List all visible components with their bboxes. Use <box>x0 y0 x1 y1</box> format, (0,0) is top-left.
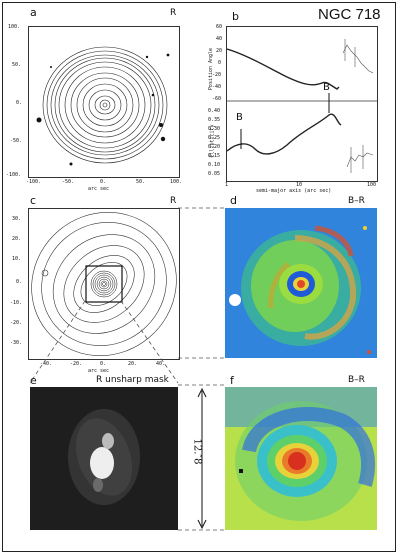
panel-c-xtick-2: 0. <box>100 361 107 367</box>
panel-a-ytick-3: -50. <box>10 138 23 144</box>
panel-a-band: R <box>170 8 177 18</box>
panel-e-letter: e <box>30 374 37 387</box>
panel-c-xtick-0: -40. <box>40 361 53 367</box>
panel-a-xtick-3: 50. <box>136 179 146 185</box>
panel-b-bot-ytick-2: 0.30 <box>208 126 221 132</box>
panel-c-ytick-5: -20. <box>10 320 23 326</box>
panel-b-top-ytick-4: -20 <box>212 72 222 78</box>
panel-e-band: R unsharp mask <box>96 375 169 385</box>
panel-c-ytick-4: -10. <box>10 300 23 306</box>
panel-b-xtick-2: 100 <box>367 182 377 188</box>
panel-f-band: B–R <box>348 375 365 385</box>
panel-a-ytick-0: 100. <box>8 24 21 30</box>
panel-b-top-ytick-3: 0 <box>218 60 222 66</box>
panel-a-xlabel: arc sec <box>88 186 110 192</box>
panel-a-ytick-2: 0. <box>16 100 23 106</box>
panel-c-ytick-2: 10. <box>12 256 22 262</box>
panel-b-bot-ytick-3: 0.25 <box>208 135 221 141</box>
panel-b-bot-ytick-6: 0.10 <box>208 162 221 168</box>
panel-b-bar-mark-2: B <box>323 82 330 93</box>
panel-d-letter: d <box>230 194 237 207</box>
panel-a-xtick-0: -100. <box>26 179 42 185</box>
panel-b-bot-ytick-5: 0.15 <box>208 153 221 159</box>
panel-d-color-map <box>225 208 377 358</box>
panel-a-ytick-1: 50. <box>12 62 22 68</box>
panel-b-top-ytick-6: -60 <box>212 96 222 102</box>
panel-b-xtick-1: 10 <box>296 182 303 188</box>
panel-c-ytick-3: 0. <box>16 279 23 285</box>
panel-c-ytick-0: 30. <box>12 216 22 222</box>
scale-bar <box>196 387 208 530</box>
panel-c-band: R <box>170 196 177 206</box>
panel-b-top-ytick-5: -40 <box>212 84 222 90</box>
panel-b-bot-ytick-4: 0.20 <box>208 144 221 150</box>
panel-c-letter: c <box>30 194 37 207</box>
panel-b-bot-ytick-7: 0.05 <box>208 171 221 177</box>
panel-b-plot <box>226 26 378 182</box>
panel-b-letter: b <box>232 10 239 23</box>
panel-c-xtick-4: 40. <box>156 361 166 367</box>
panel-b-bar-mark-1: B <box>236 112 243 123</box>
figure-frame <box>2 2 396 552</box>
panel-c-xlabel: arc sec <box>88 368 110 374</box>
panel-c-xtick-3: 20. <box>128 361 138 367</box>
panel-a-xtick-2: 0. <box>100 179 107 185</box>
panel-c-xtick-1: -20. <box>70 361 83 367</box>
panel-d-band: B–R <box>348 196 365 206</box>
panel-c-ytick-1: 20. <box>12 236 22 242</box>
panel-b-xlabel: semi-major axis (arc sec) <box>256 188 332 194</box>
panel-b-top-ytick-2: 20 <box>216 48 223 54</box>
panel-b-bot-ytick-0: 0.40 <box>208 108 221 114</box>
panel-e-unsharp-mask-image <box>30 387 178 530</box>
panel-a-ytick-4: -100. <box>6 172 22 178</box>
panel-b-top-ytick-0: 60 <box>216 24 223 30</box>
panel-b-top-ytick-1: 40 <box>216 36 223 42</box>
scale-bar-label: 12.″8 <box>191 438 203 465</box>
figure-title: NGC 718 <box>318 6 381 23</box>
panel-f-letter: f <box>230 374 234 387</box>
panel-a-contour-plot <box>28 26 180 178</box>
panel-c-ytick-6: -30. <box>10 340 23 346</box>
panel-b-xtick-0: 1 <box>225 182 229 188</box>
panel-f-color-map <box>225 387 377 530</box>
panel-a-xtick-1: -50. <box>62 179 75 185</box>
panel-b-bot-ytick-1: 0.35 <box>208 117 221 123</box>
panel-a-letter: a <box>30 6 37 19</box>
panel-a-xtick-4: 100. <box>170 179 183 185</box>
